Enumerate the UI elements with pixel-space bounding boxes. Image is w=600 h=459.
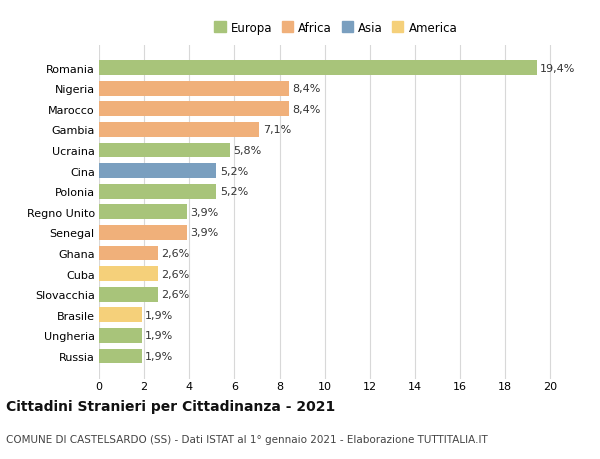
Text: 2,6%: 2,6% bbox=[161, 248, 190, 258]
Text: 19,4%: 19,4% bbox=[540, 63, 575, 73]
Text: 1,9%: 1,9% bbox=[145, 351, 173, 361]
Bar bbox=[99, 225, 187, 240]
Bar bbox=[99, 143, 230, 158]
Text: 8,4%: 8,4% bbox=[292, 84, 320, 94]
Text: 3,9%: 3,9% bbox=[190, 207, 218, 217]
Text: 1,9%: 1,9% bbox=[145, 310, 173, 320]
Bar bbox=[99, 246, 158, 261]
Bar bbox=[99, 82, 289, 96]
Bar bbox=[99, 308, 142, 322]
Bar bbox=[99, 205, 187, 220]
Bar bbox=[99, 164, 217, 179]
Bar bbox=[99, 349, 142, 364]
Text: COMUNE DI CASTELSARDO (SS) - Dati ISTAT al 1° gennaio 2021 - Elaborazione TUTTIT: COMUNE DI CASTELSARDO (SS) - Dati ISTAT … bbox=[6, 434, 488, 444]
Text: 3,9%: 3,9% bbox=[190, 228, 218, 238]
Text: 8,4%: 8,4% bbox=[292, 105, 320, 114]
Text: 5,2%: 5,2% bbox=[220, 187, 248, 197]
Text: 7,1%: 7,1% bbox=[263, 125, 291, 135]
Text: Cittadini Stranieri per Cittadinanza - 2021: Cittadini Stranieri per Cittadinanza - 2… bbox=[6, 399, 335, 413]
Text: 2,6%: 2,6% bbox=[161, 290, 190, 299]
Bar bbox=[99, 287, 158, 302]
Bar bbox=[99, 267, 158, 281]
Text: 1,9%: 1,9% bbox=[145, 330, 173, 341]
Bar bbox=[99, 61, 537, 76]
Text: 5,2%: 5,2% bbox=[220, 166, 248, 176]
Bar bbox=[99, 102, 289, 117]
Bar bbox=[99, 328, 142, 343]
Bar bbox=[99, 185, 217, 199]
Text: 5,8%: 5,8% bbox=[233, 146, 262, 156]
Legend: Europa, Africa, Asia, America: Europa, Africa, Asia, America bbox=[211, 18, 461, 39]
Bar bbox=[99, 123, 259, 138]
Text: 2,6%: 2,6% bbox=[161, 269, 190, 279]
